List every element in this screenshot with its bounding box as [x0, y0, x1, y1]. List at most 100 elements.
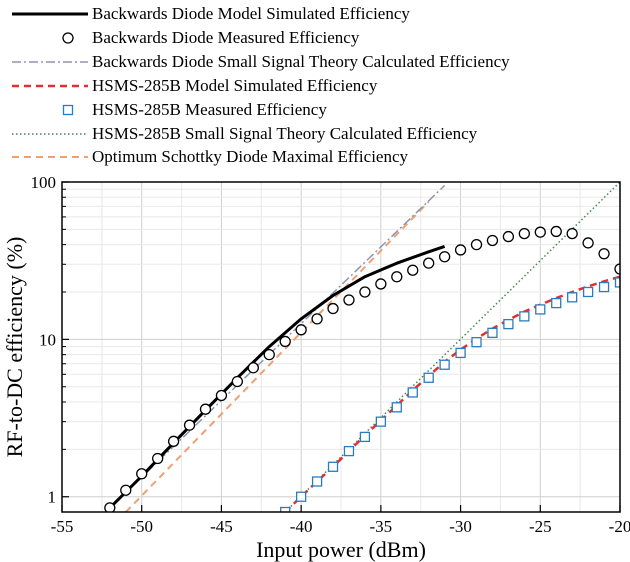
series-4 — [280, 277, 620, 512]
legend-label: Backwards Diode Model Simulated Efficien… — [92, 4, 410, 23]
legend-swatch — [12, 84, 88, 87]
legend-swatch — [12, 132, 88, 135]
series-line — [109, 184, 446, 509]
series-line — [108, 244, 446, 509]
legend-entry: HSMS-285B Measured Efficiency — [8, 99, 327, 121]
data-point — [518, 227, 530, 240]
data-point — [455, 347, 466, 359]
legend-swatch — [62, 104, 74, 115]
axis-ticks: -55 -50 -45 -40 -35 -30 -25 -20 1 10 100 — [31, 173, 630, 536]
data-point — [231, 375, 244, 388]
data-point — [359, 431, 371, 443]
data-point — [454, 244, 467, 256]
data-point — [311, 313, 323, 325]
data-point — [167, 435, 180, 447]
data-point — [295, 491, 307, 502]
data-point — [183, 419, 196, 431]
plot-content — [104, 182, 620, 512]
legend-marker — [62, 104, 74, 115]
legend-entry: HSMS-285B Model Simulated Efficiency — [8, 75, 377, 97]
series-1 — [104, 225, 620, 512]
data-point — [567, 292, 578, 303]
data-point — [391, 271, 403, 283]
data-point — [551, 297, 562, 309]
data-point — [423, 372, 434, 383]
data-point — [327, 302, 339, 315]
legend-swatch — [12, 156, 88, 159]
legend-label: HSMS-285B Measured Efficiency — [92, 99, 327, 119]
data-point — [535, 304, 546, 315]
legend-entry: HSMS-285B Small Signal Theory Calculated… — [8, 123, 477, 145]
legend-swatch — [12, 12, 88, 16]
x-tick-label: -45 — [210, 517, 233, 536]
data-point — [439, 359, 450, 370]
data-point — [598, 248, 610, 260]
x-tick-label: -25 — [529, 517, 552, 536]
data-point — [136, 468, 148, 480]
data-point — [311, 476, 323, 487]
data-point — [614, 277, 620, 288]
grid-lines — [61, 181, 621, 512]
data-point — [391, 402, 402, 413]
chart-legend: Backwards Diode Model Simulated Efficien… — [0, 0, 630, 175]
data-point — [327, 461, 339, 472]
data-point — [343, 294, 355, 306]
legend-marker — [62, 32, 74, 44]
legend-entry: Backwards Diode Measured Efficiency — [8, 27, 359, 49]
data-point — [295, 324, 307, 336]
data-point — [247, 362, 259, 374]
y-axis-label: RF-to-DC efficiency (%) — [2, 237, 27, 458]
data-point — [487, 327, 498, 339]
data-point — [104, 502, 116, 512]
data-point — [614, 263, 620, 275]
data-point — [215, 389, 228, 402]
x-tick-label: -55 — [51, 517, 74, 536]
y-tick-label: 100 — [31, 173, 57, 192]
data-point — [566, 227, 578, 240]
y-tick-label: 10 — [39, 330, 56, 349]
x-tick-label: -50 — [130, 517, 153, 536]
series-line — [125, 201, 430, 512]
series-6 — [125, 201, 430, 512]
data-point — [199, 403, 212, 415]
series-3 — [284, 275, 620, 512]
data-point — [438, 251, 451, 263]
y-tick-label: 1 — [48, 488, 57, 507]
data-point — [152, 452, 164, 465]
legend-label: Backwards Diode Small Signal Theory Calc… — [92, 51, 510, 71]
legend-label: Optimum Schottky Diode Maximal Efficienc… — [92, 147, 409, 167]
data-point — [534, 226, 546, 238]
legend-entry: Backwards Diode Model Simulated Efficien… — [8, 3, 410, 25]
data-point — [503, 318, 514, 330]
data-point — [502, 230, 515, 243]
data-point — [598, 281, 610, 293]
data-point — [279, 335, 291, 348]
legend-label: Backwards Diode Measured Efficiency — [92, 27, 360, 47]
data-point — [407, 387, 418, 398]
series-line — [284, 275, 620, 512]
series-0 — [108, 244, 446, 509]
legend-swatch — [12, 61, 88, 63]
legend-entry: Backwards Diode Small Signal Theory Calc… — [8, 51, 510, 73]
legend-label: HSMS-285B Small Signal Theory Calculated… — [92, 123, 478, 143]
data-point — [423, 257, 435, 269]
legend-entry: Optimum Schottky Diode Maximal Efficienc… — [8, 146, 408, 168]
data-point — [582, 237, 594, 249]
data-point — [280, 506, 291, 512]
data-point — [343, 445, 355, 457]
x-tick-label: -40 — [290, 517, 313, 536]
data-point — [486, 234, 499, 247]
x-tick-label: -30 — [449, 517, 472, 536]
data-point — [471, 337, 482, 348]
x-tick-label: -20 — [609, 517, 630, 536]
x-axis-label: Input power (dBm) — [256, 537, 426, 562]
data-point — [375, 278, 387, 290]
series-2 — [109, 184, 446, 509]
data-point — [359, 286, 371, 298]
legend-swatch — [62, 32, 74, 44]
data-point — [519, 311, 530, 322]
data-point — [120, 484, 132, 496]
data-point — [375, 416, 387, 427]
data-point — [582, 286, 594, 298]
